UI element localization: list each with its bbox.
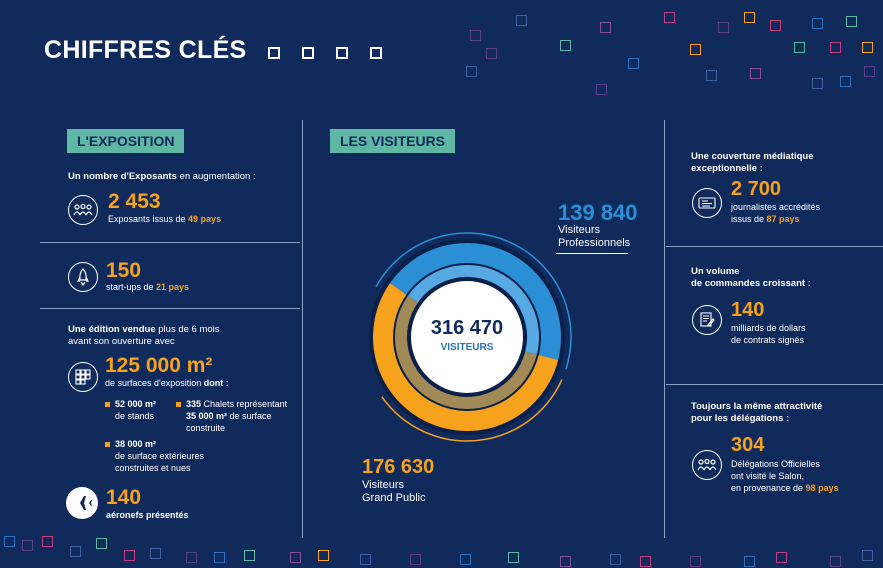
surface-desc: de surfaces d'exposition dont : xyxy=(105,377,229,389)
surface-detail-chalets: 335 Chalets représentant 35 000 m² de su… xyxy=(176,398,287,434)
airplane-icon xyxy=(66,487,98,519)
orders-desc-line2: de contrats signés xyxy=(731,335,805,345)
detail-exterior-desc2: construites et nues xyxy=(115,463,191,473)
orders-value: 140 xyxy=(731,299,765,321)
delegations-desc: Délégations Officielles ont visité le Sa… xyxy=(731,458,839,494)
orders-intro: Un volume de commandes croissant : xyxy=(691,266,811,290)
professionals-value: 139 840 xyxy=(558,200,638,225)
surface-value: 125 000 m² xyxy=(105,354,213,377)
exhibitors-desc-prefix: Exposants issus de xyxy=(108,214,189,224)
divider-startups xyxy=(40,308,300,309)
divider-orders xyxy=(666,384,883,385)
delegations-desc-line2: ont visité le Salon, xyxy=(731,471,805,481)
coverage-intro-line1: Une couverture médiatique xyxy=(691,151,814,162)
public-label: Visiteurs Grand Public xyxy=(362,479,426,505)
detail-chalets-area-desc: de surface xyxy=(227,411,272,421)
exhibitors-intro-bold: Un nombre d'Exposants xyxy=(68,171,177,182)
startups-value: 150 xyxy=(106,259,142,282)
donut-slice-public xyxy=(373,283,559,431)
delegations-intro-line2: pour les délégations : xyxy=(691,413,790,424)
professionals-label: Visiteurs Professionnels xyxy=(558,224,630,250)
surface-intro-bold: Une édition vendue xyxy=(68,324,156,335)
title-squares xyxy=(268,47,382,59)
public-label-line2: Grand Public xyxy=(362,492,426,504)
surface-detail-exterior: 38 000 m² de surface extérieures constru… xyxy=(105,438,204,474)
startups-desc-highlight: 21 pays xyxy=(156,282,190,292)
divider-right xyxy=(664,120,665,538)
people-group-icon xyxy=(68,195,98,225)
detail-stands-desc: de stands xyxy=(115,411,155,421)
coverage-intro: Une couverture médiatique exceptionnelle… xyxy=(691,151,813,175)
surface-intro-rest: plus de 6 mois xyxy=(155,324,220,335)
id-card-icon xyxy=(692,188,722,218)
coverage-value: 2 700 xyxy=(731,178,782,200)
page-title: CHIFFRES CLÉS xyxy=(44,36,247,64)
visiteurs-label: LES VISITEURS xyxy=(330,129,456,153)
donut-slice-professionals xyxy=(390,243,561,360)
visitors-total-label: VISITEURS xyxy=(440,342,494,353)
detail-chalets-desc: Chalets représentant xyxy=(201,399,288,409)
donut-inner-public xyxy=(395,295,537,409)
detail-stands-value: 52 000 m² xyxy=(115,399,157,409)
surface-intro-line2: avant son ouverture avec xyxy=(68,336,175,347)
visitors-total-value: 316 470 xyxy=(430,317,504,339)
donut-outline-arc-public xyxy=(381,379,563,442)
orders-intro-line1: Un volume xyxy=(691,266,740,277)
startups-desc: start-ups de 21 pays xyxy=(106,281,189,293)
aircraft-desc: aéronefs présentés xyxy=(106,510,189,520)
pro-callout-line xyxy=(556,253,628,254)
delegations-desc-highlight: 98 pays xyxy=(805,483,839,493)
exposition-label: L'EXPOSITION xyxy=(67,129,185,153)
exhibitors-intro-rest: en augmentation : xyxy=(176,171,256,182)
professionals-label-line1: Visiteurs xyxy=(558,224,600,236)
coverage-desc-line1: journalistes accrédités xyxy=(731,202,821,212)
delegations-intro: Toujours la même attractivité pour les d… xyxy=(691,401,822,425)
surface-desc-prefix: de surfaces d'exposition xyxy=(105,378,204,388)
surface-desc-highlight: dont : xyxy=(203,378,229,388)
donut-outline-arc xyxy=(375,232,572,370)
donut-center xyxy=(411,281,523,393)
delegations-desc-line1: Délégations Officielles xyxy=(731,459,820,469)
surface-detail-stands: 52 000 m² de stands xyxy=(105,398,156,422)
startups-desc-prefix: start-ups de xyxy=(106,282,157,292)
coverage-intro-line2: exceptionnelle : xyxy=(691,163,763,174)
rocket-icon xyxy=(68,262,98,292)
exhibitors-desc: Exposants issus de 49 pays xyxy=(108,213,221,225)
divider-left xyxy=(302,120,303,538)
surface-intro: Une édition vendue plus de 6 mois avant … xyxy=(68,324,220,348)
coverage-desc-prefix: issus de xyxy=(731,214,767,224)
public-label-line1: Visiteurs xyxy=(362,479,404,491)
coverage-desc-highlight: 87 pays xyxy=(766,214,800,224)
exhibitors-value: 2 453 xyxy=(108,190,161,213)
divider-exhibitors xyxy=(40,242,300,243)
professionals-label-line2: Professionnels xyxy=(558,237,631,249)
aircraft-value: 140 xyxy=(106,486,142,509)
delegations-value: 304 xyxy=(731,434,765,456)
detail-chalets-area-desc2: construite xyxy=(186,423,226,433)
contract-icon xyxy=(692,305,722,335)
orders-desc: milliards de dollars de contrats signés xyxy=(731,322,806,346)
donut-inner-professionals xyxy=(408,265,539,355)
delegations-desc-prefix: en provenance de xyxy=(731,483,806,493)
detail-exterior-desc: de surface extérieures xyxy=(115,451,205,461)
detail-chalets-count: 335 xyxy=(186,399,202,409)
detail-chalets-area: 35 000 m² xyxy=(186,411,228,421)
public-value: 176 630 xyxy=(362,456,435,478)
exhibitors-intro: Un nombre d'Exposants en augmentation : xyxy=(68,171,256,183)
grid-squares-icon xyxy=(68,362,98,392)
delegations-intro-line1: Toujours la même attractivité xyxy=(691,401,823,412)
coverage-desc: journalistes accrédités issus de 87 pays xyxy=(731,201,820,225)
exhibitors-desc-highlight: 49 pays xyxy=(188,214,222,224)
visitors-donut-chart xyxy=(369,232,572,442)
delegation-group-icon xyxy=(692,450,722,480)
divider-coverage xyxy=(666,246,883,247)
orders-intro-line2: de commandes croissant : xyxy=(691,278,811,289)
detail-exterior-value: 38 000 m² xyxy=(115,439,157,449)
orders-desc-line1: milliards de dollars xyxy=(731,323,806,333)
